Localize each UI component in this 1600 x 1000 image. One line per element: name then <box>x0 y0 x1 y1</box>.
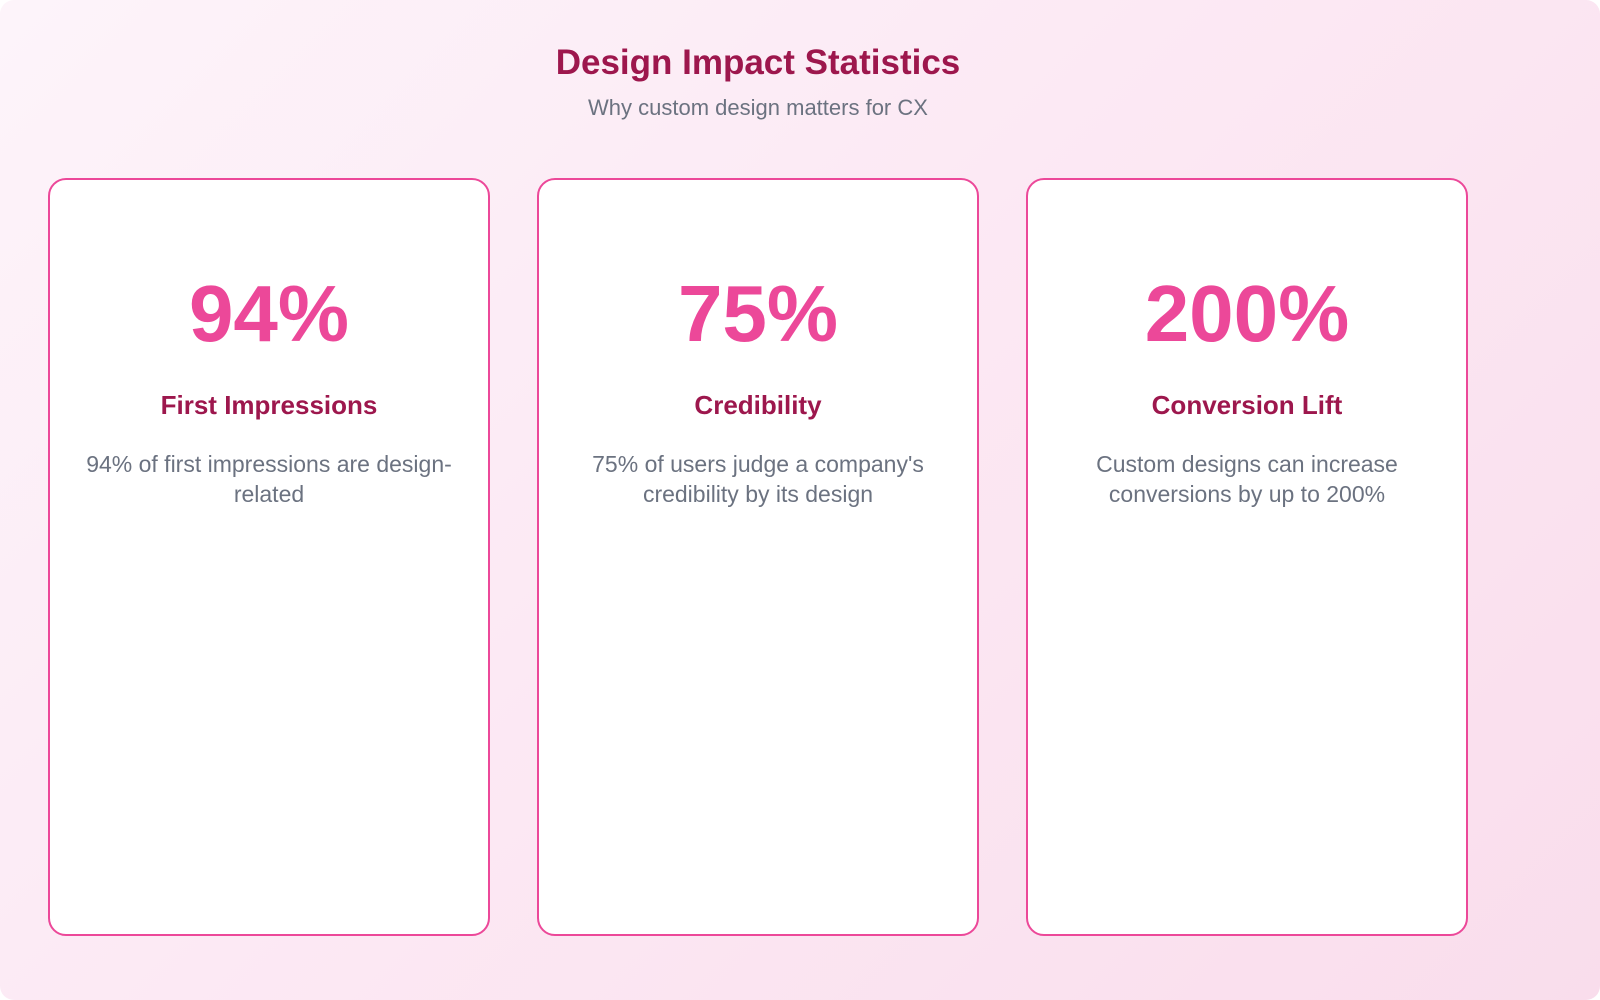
page-title: Design Impact Statistics <box>555 43 961 82</box>
stat-value: 94% <box>188 268 350 358</box>
stat-value: 200% <box>1144 268 1350 358</box>
stat-card-credibility: 75% Credibility 75% of users judge a com… <box>537 177 979 936</box>
stat-description: 75% of users judge a company's credibili… <box>592 450 924 507</box>
stat-description: 94% of first impressions are design-rela… <box>86 450 452 507</box>
page-subtitle: Why custom design matters for CX <box>588 95 928 120</box>
stat-card-conversion-lift: 200% Conversion Lift Custom designs can … <box>1026 177 1468 936</box>
stat-label: First Impressions <box>160 389 378 420</box>
stat-value: 75% <box>677 268 839 358</box>
stat-label: Conversion Lift <box>1151 389 1343 420</box>
page-header: Design Impact Statistics Why custom desi… <box>48 0 1468 123</box>
stat-card-first-impressions: 94% First Impressions 94% of first impre… <box>48 177 490 936</box>
content-container: Design Impact Statistics Why custom desi… <box>48 0 1468 936</box>
stat-description: Custom designs can increase conversions … <box>1096 450 1398 507</box>
stat-label: Credibility <box>694 389 822 420</box>
stat-cards-row: 94% First Impressions 94% of first impre… <box>48 177 1468 936</box>
